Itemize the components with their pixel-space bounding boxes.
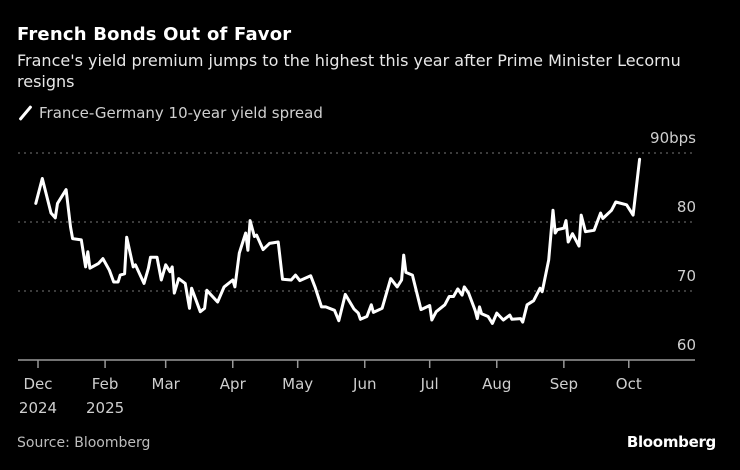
source-note: Source: Bloomberg — [17, 435, 151, 451]
x-tick-label: Sep — [550, 375, 578, 393]
x-tick-label: Feb — [92, 375, 119, 393]
x-tick-label: Jun — [352, 375, 376, 393]
x-tick-label: Aug — [482, 375, 511, 393]
x-axis: Dec 2024 Feb 2025 Mar Apr May Jun Jul Aug Sep Oct — [18, 359, 695, 417]
x-tick-label: Jul — [420, 375, 439, 393]
y-tick-label: 60 — [677, 336, 696, 354]
series-line — [34, 157, 642, 325]
y-tick-label: 90bps — [650, 129, 696, 147]
bloomberg-logo: Bloomberg — [626, 433, 716, 451]
chart-title: French Bonds Out of Favor — [17, 24, 292, 45]
series-layer — [34, 157, 642, 325]
x-tick-label: May — [282, 375, 313, 393]
gridlines — [18, 152, 695, 292]
x-tick-year-label: 2024 — [19, 399, 57, 417]
x-tick-label: Oct — [616, 375, 642, 393]
legend-label: France-Germany 10-year yield spread — [39, 104, 323, 122]
x-tick-year-label: 2025 — [86, 399, 124, 417]
x-tick-label: Mar — [152, 375, 181, 393]
chart-subtitle: France's yield premium jumps to the high… — [17, 51, 681, 91]
y-tick-label: 70 — [677, 267, 696, 285]
x-tick-label: Apr — [220, 375, 247, 393]
y-axis-labels: 90bps 80 70 60 — [650, 129, 696, 354]
y-tick-label: 80 — [677, 198, 696, 216]
legend: France-Germany 10-year yield spread — [17, 104, 323, 122]
x-tick-label: Dec — [23, 375, 52, 393]
